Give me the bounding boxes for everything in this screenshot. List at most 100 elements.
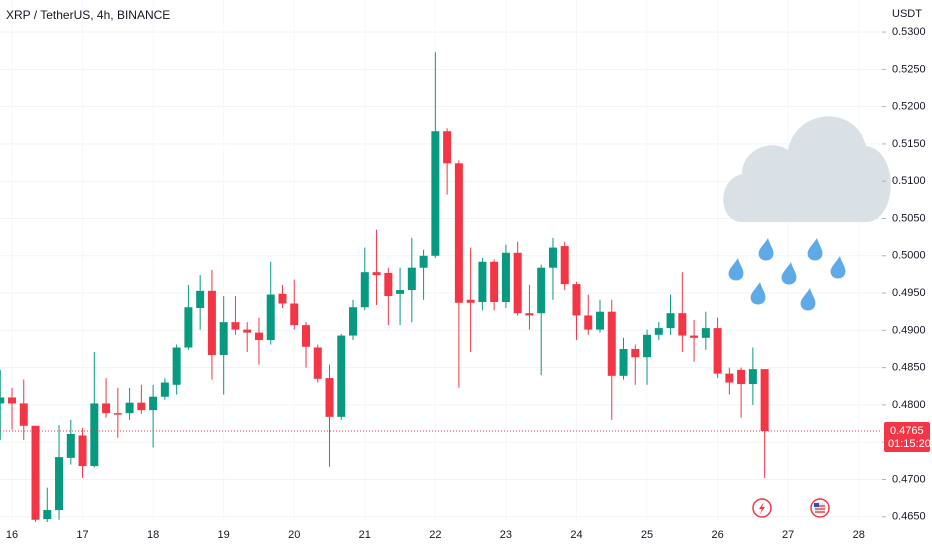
candle-body	[219, 322, 228, 355]
x-tick-label: 25	[641, 529, 653, 541]
grid-layer	[0, 31, 882, 518]
candle-body	[513, 252, 522, 314]
candle-body	[619, 348, 628, 376]
x-tick-label: 19	[218, 529, 230, 541]
candle-body	[396, 290, 405, 294]
candle-body	[313, 347, 322, 379]
event-icon-flag[interactable]	[810, 498, 830, 518]
candle-body	[243, 329, 252, 333]
x-tick-label: 16	[6, 529, 18, 541]
candle-layer	[0, 52, 769, 522]
candle-body	[196, 290, 205, 308]
candle-body	[231, 322, 240, 330]
candle-body	[102, 403, 111, 414]
y-tick-label: 0.4950	[892, 287, 926, 299]
candle-body	[548, 247, 557, 268]
candle-body	[90, 403, 99, 467]
candle-body	[466, 299, 475, 303]
x-tick-label: 20	[288, 529, 300, 541]
candle-body	[66, 434, 75, 458]
chart-title: XRP / TetherUS, 4h, BINANCE	[6, 8, 170, 22]
candle-body	[631, 348, 640, 358]
candle-body	[748, 369, 757, 385]
candle-body	[184, 307, 193, 348]
y-tick-label: 0.4850	[892, 362, 926, 374]
candle-body	[372, 272, 381, 276]
candle-body	[113, 413, 122, 415]
candle-body	[19, 403, 28, 426]
candle-body	[454, 163, 463, 303]
y-tick-label: 0.4800	[892, 399, 926, 411]
y-tick-label: 0.5250	[892, 63, 926, 75]
candle-body	[149, 396, 158, 411]
candle-body	[7, 397, 16, 404]
candle-body	[607, 311, 616, 376]
countdown-label: 01:15:20	[888, 438, 931, 450]
x-tick-label: 26	[711, 529, 723, 541]
candle-body	[666, 313, 675, 329]
candle-body	[525, 313, 534, 316]
candle-body	[43, 510, 52, 520]
y-tick-label: 0.4900	[892, 324, 926, 336]
candle-body	[337, 335, 346, 417]
rain-cloud-icon	[723, 116, 891, 311]
candle-body	[760, 369, 769, 432]
candle-body	[595, 311, 604, 330]
event-icon-lightning[interactable]	[752, 498, 772, 518]
candle-body	[478, 261, 487, 303]
x-tick-label: 28	[853, 529, 865, 541]
candle-body	[572, 284, 581, 316]
candle-body	[0, 397, 5, 404]
candle-body	[737, 369, 746, 385]
candle-body	[301, 325, 310, 347]
candle-body	[725, 373, 734, 383]
candle-body	[678, 313, 687, 336]
candle-body	[278, 293, 287, 304]
x-tick-label: 18	[147, 529, 159, 541]
candle-body	[207, 290, 216, 355]
y-tick-label: 0.5100	[892, 175, 926, 187]
x-tick-label: 17	[76, 529, 88, 541]
candle-body	[419, 255, 428, 268]
x-tick-label: 22	[429, 529, 441, 541]
candle-body	[407, 267, 416, 291]
candle-body	[443, 131, 452, 164]
candle-body	[266, 294, 275, 341]
y-tick-label: 0.5000	[892, 250, 926, 262]
candle-body	[431, 131, 440, 256]
candle-body	[701, 328, 710, 338]
candle-body	[172, 347, 181, 385]
candle-body	[125, 402, 134, 414]
candle-body	[31, 425, 40, 520]
candle-body	[137, 402, 146, 411]
y-tick-label: 0.5300	[892, 26, 926, 38]
candle-body	[290, 303, 299, 326]
y-tick-label: 0.4650	[892, 511, 926, 523]
candle-body	[55, 457, 64, 511]
candle-body	[490, 261, 499, 303]
candle-body	[643, 334, 652, 358]
candle-body	[537, 267, 546, 314]
x-tick-label: 21	[359, 529, 371, 541]
candle-body	[349, 307, 358, 336]
candle-body	[254, 332, 263, 341]
last-price-box	[884, 422, 930, 453]
x-tick-label: 27	[782, 529, 794, 541]
y-axis-unit: USDT	[892, 8, 922, 20]
y-tick-label: 0.5200	[892, 101, 926, 113]
candle-body	[560, 246, 569, 285]
candle-body	[160, 382, 169, 397]
candle-body	[360, 272, 369, 308]
candle-body	[584, 315, 593, 330]
candle-body	[384, 272, 393, 297]
candle-body	[78, 435, 87, 467]
y-tick-label: 0.4700	[892, 473, 926, 485]
candle-body	[654, 328, 663, 335]
candle-body	[501, 252, 510, 303]
y-tick-label: 0.5150	[892, 138, 926, 150]
x-tick-label: 23	[500, 529, 512, 541]
candle-body	[713, 328, 722, 374]
x-tick-label: 24	[570, 529, 582, 541]
